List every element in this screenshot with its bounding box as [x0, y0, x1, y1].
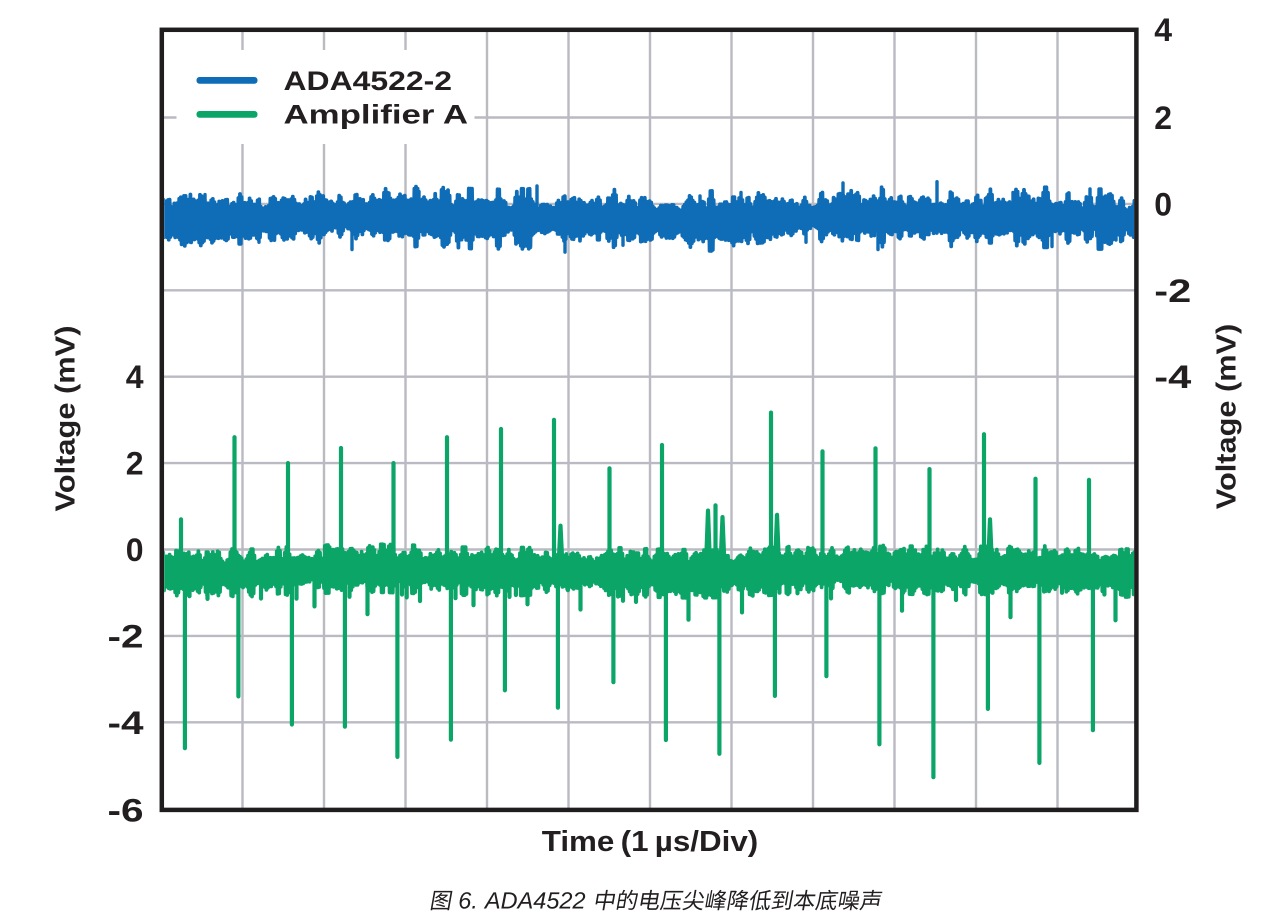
svg-text:ADA4522-2: ADA4522-2 — [284, 66, 453, 96]
svg-text:4: 4 — [126, 359, 144, 395]
svg-text:2: 2 — [126, 446, 144, 482]
svg-text:Amplifier A: Amplifier A — [284, 99, 469, 129]
svg-text:0: 0 — [126, 532, 144, 568]
svg-text:-4: -4 — [1154, 359, 1191, 395]
svg-text:Voltage (mV): Voltage (mV) — [50, 326, 81, 512]
svg-text:-6: -6 — [108, 792, 144, 828]
svg-text:Time (1 µs/Div): Time (1 µs/Div) — [542, 826, 759, 858]
svg-text:4: 4 — [1154, 12, 1172, 48]
svg-text:-2: -2 — [1154, 273, 1191, 309]
svg-text:Voltage (mV): Voltage (mV) — [1211, 324, 1242, 510]
svg-text:2: 2 — [1154, 100, 1172, 136]
svg-text:-2: -2 — [108, 618, 144, 654]
svg-text:-4: -4 — [108, 705, 144, 741]
svg-text:0: 0 — [1154, 186, 1172, 222]
